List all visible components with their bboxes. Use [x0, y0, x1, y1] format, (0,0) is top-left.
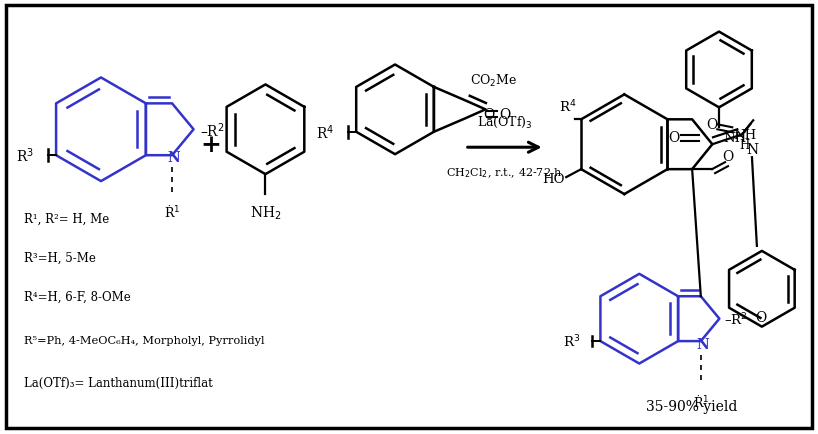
Text: R$^3$: R$^3$	[16, 147, 34, 165]
Text: R⁴=H, 6-F, 8-OMe: R⁴=H, 6-F, 8-OMe	[25, 290, 131, 303]
Text: HO: HO	[542, 172, 565, 185]
Text: O: O	[483, 108, 495, 122]
Text: +: +	[200, 133, 221, 157]
Text: –R$^2$: –R$^2$	[200, 121, 224, 139]
Text: La(OTf)$_3$: La(OTf)$_3$	[477, 115, 533, 130]
Text: 35-90% yield: 35-90% yield	[646, 399, 738, 414]
Text: N: N	[696, 337, 709, 351]
Text: R³=H, 5-Me: R³=H, 5-Me	[25, 252, 96, 265]
Text: NH$_2$: NH$_2$	[249, 204, 281, 222]
Text: R$^4$: R$^4$	[316, 123, 335, 142]
Text: O: O	[722, 150, 734, 164]
Text: O: O	[500, 108, 510, 122]
Text: –R$^2$: –R$^2$	[725, 311, 748, 327]
Text: CH$_2$Cl$_2$, r.t., 42-72 h: CH$_2$Cl$_2$, r.t., 42-72 h	[447, 166, 563, 179]
Text: NH: NH	[733, 128, 756, 141]
Text: Ṙ$^1$: Ṙ$^1$	[164, 204, 180, 220]
Text: R$^3$: R$^3$	[564, 333, 581, 350]
Text: R¹, R²= H, Me: R¹, R²= H, Me	[25, 213, 110, 226]
Text: NH: NH	[723, 132, 746, 145]
Text: O: O	[756, 310, 766, 324]
Text: CO$_2$Me: CO$_2$Me	[470, 73, 518, 89]
Text: N: N	[746, 143, 758, 157]
Text: O: O	[707, 118, 718, 132]
Text: N: N	[168, 151, 181, 165]
Text: O: O	[667, 131, 679, 145]
Text: La(OTf)₃= Lanthanum(III)triflat: La(OTf)₃= Lanthanum(III)triflat	[25, 376, 213, 389]
Text: R⁵=Ph, 4-MeOC₆H₄, Morpholyl, Pyrrolidyl: R⁵=Ph, 4-MeOC₆H₄, Morpholyl, Pyrrolidyl	[25, 335, 265, 345]
Text: H: H	[739, 138, 749, 151]
Text: Ṙ$^1$: Ṙ$^1$	[693, 393, 709, 409]
Text: R$^4$: R$^4$	[559, 99, 576, 115]
